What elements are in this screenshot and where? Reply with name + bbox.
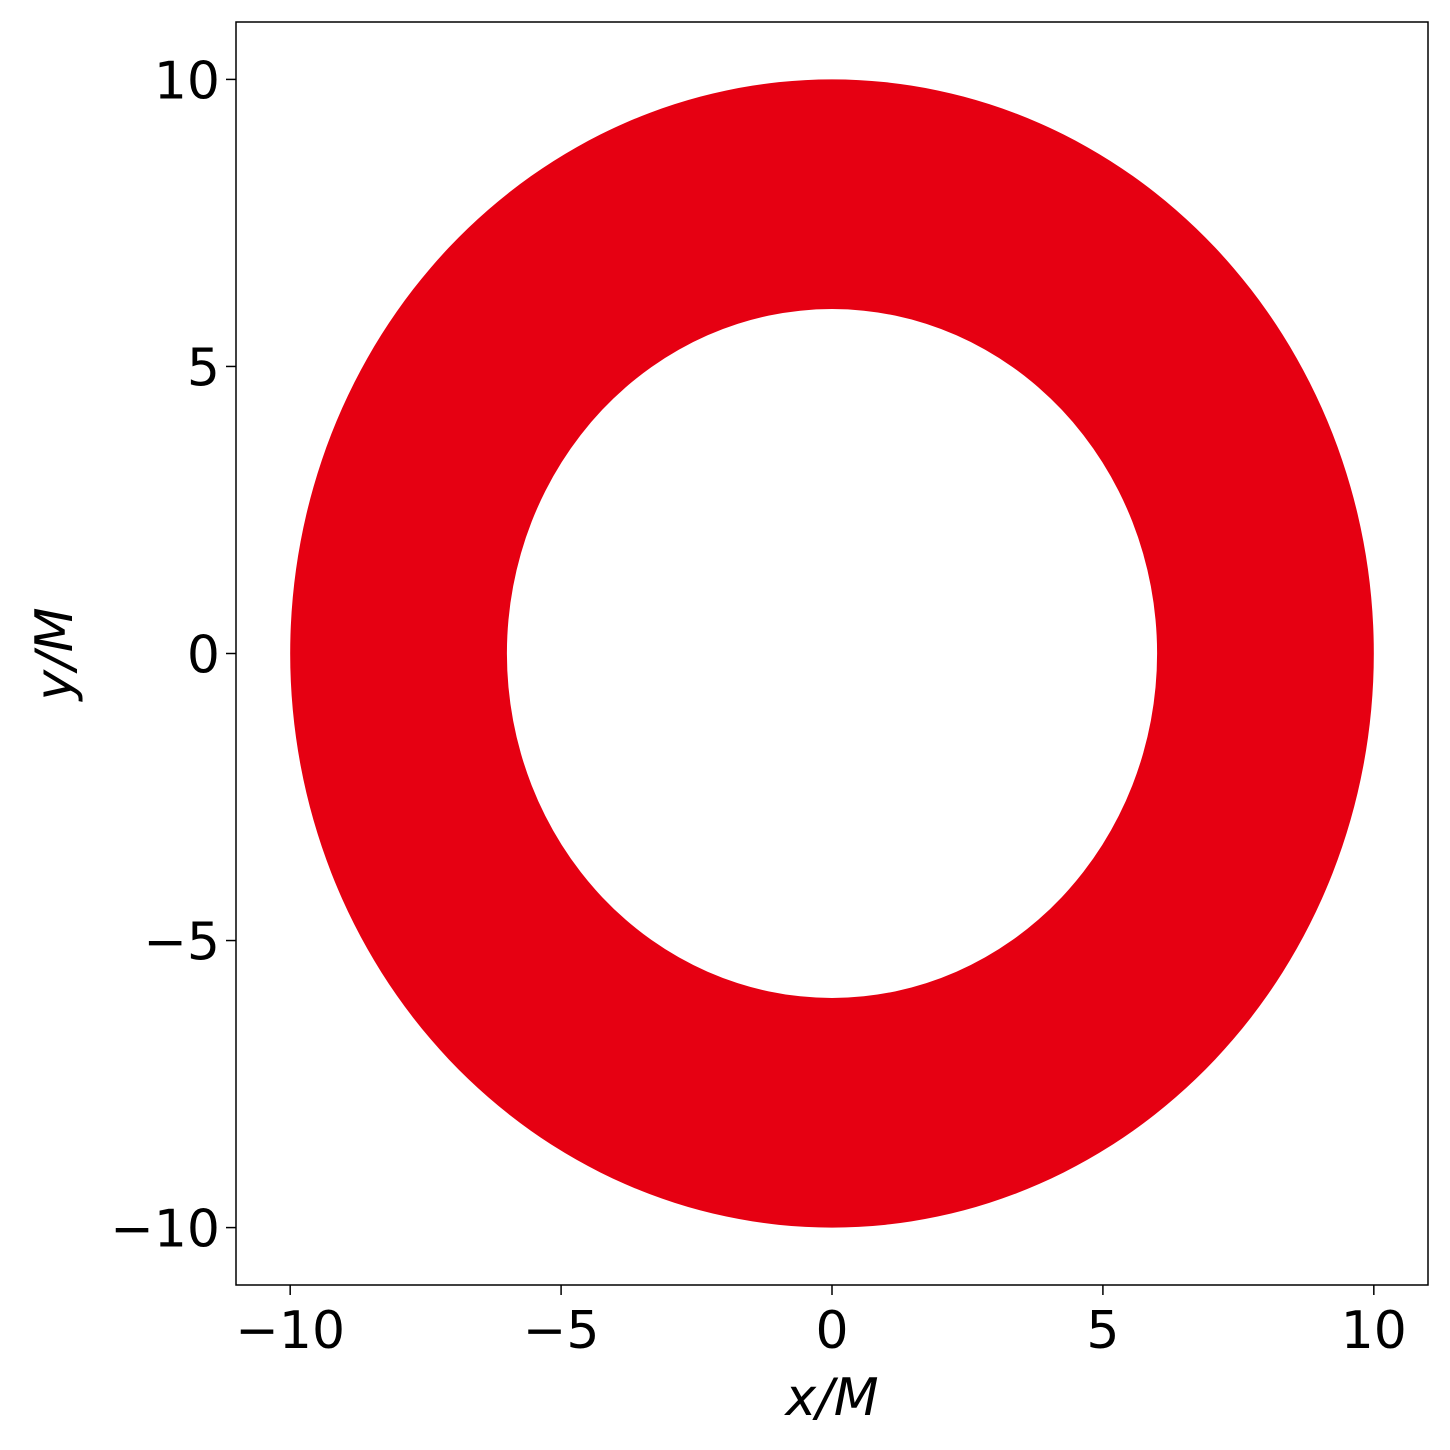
y-axis-label: y/M (25, 607, 85, 702)
x-tick-label: −10 (235, 1301, 345, 1361)
annulus-region-0 (290, 79, 1374, 1228)
y-axis-ticks: −10 −5 0 5 10 (110, 51, 236, 1260)
x-tick-label: −5 (523, 1301, 600, 1361)
y-tick-label: 5 (187, 338, 220, 398)
x-tick-label: 0 (815, 1301, 848, 1361)
plot-marks (290, 79, 1374, 1228)
x-tick-label: 5 (1086, 1301, 1119, 1361)
y-tick-label: 0 (187, 626, 220, 686)
x-axis-ticks: −10 −5 0 5 10 (235, 1285, 1407, 1361)
y-tick-label: −10 (110, 1200, 220, 1260)
x-tick-label: 10 (1341, 1301, 1407, 1361)
y-tick-label: −5 (143, 913, 220, 973)
y-tick-label: 10 (154, 51, 220, 111)
x-axis-label: x/M (783, 1368, 878, 1428)
